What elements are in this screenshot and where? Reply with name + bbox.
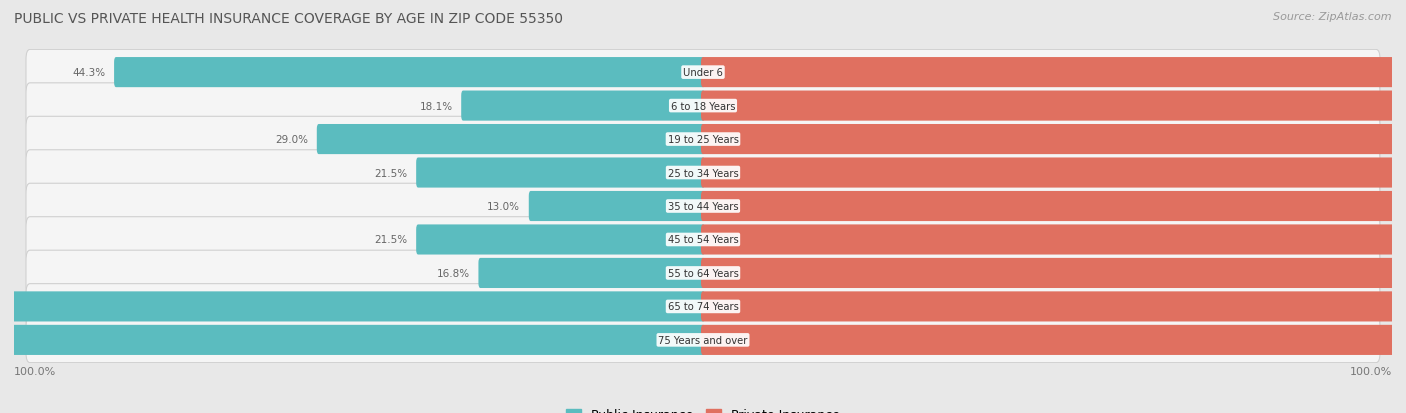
Text: 29.0%: 29.0% bbox=[276, 135, 308, 145]
Text: Under 6: Under 6 bbox=[683, 68, 723, 78]
Text: 45 to 54 Years: 45 to 54 Years bbox=[668, 235, 738, 245]
FancyBboxPatch shape bbox=[461, 91, 704, 121]
FancyBboxPatch shape bbox=[478, 258, 704, 288]
Text: 21.5%: 21.5% bbox=[374, 235, 408, 245]
FancyBboxPatch shape bbox=[529, 192, 704, 221]
FancyBboxPatch shape bbox=[0, 292, 704, 322]
Text: 55 to 64 Years: 55 to 64 Years bbox=[668, 268, 738, 278]
FancyBboxPatch shape bbox=[702, 225, 1406, 255]
FancyBboxPatch shape bbox=[702, 325, 1406, 355]
FancyBboxPatch shape bbox=[114, 58, 704, 88]
Text: 44.3%: 44.3% bbox=[72, 68, 105, 78]
FancyBboxPatch shape bbox=[25, 184, 1381, 229]
FancyBboxPatch shape bbox=[25, 117, 1381, 162]
Text: 19 to 25 Years: 19 to 25 Years bbox=[668, 135, 738, 145]
FancyBboxPatch shape bbox=[25, 284, 1381, 330]
Text: 100.0%: 100.0% bbox=[14, 366, 56, 376]
FancyBboxPatch shape bbox=[25, 251, 1381, 296]
FancyBboxPatch shape bbox=[25, 83, 1381, 129]
FancyBboxPatch shape bbox=[25, 317, 1381, 363]
FancyBboxPatch shape bbox=[316, 125, 704, 155]
Text: 35 to 44 Years: 35 to 44 Years bbox=[668, 202, 738, 211]
FancyBboxPatch shape bbox=[25, 217, 1381, 263]
FancyBboxPatch shape bbox=[416, 225, 704, 255]
FancyBboxPatch shape bbox=[702, 125, 1406, 155]
FancyBboxPatch shape bbox=[702, 258, 1406, 288]
FancyBboxPatch shape bbox=[702, 58, 1406, 88]
Text: 6 to 18 Years: 6 to 18 Years bbox=[671, 101, 735, 112]
Text: 18.1%: 18.1% bbox=[419, 101, 453, 112]
Text: 75 Years and over: 75 Years and over bbox=[658, 335, 748, 345]
FancyBboxPatch shape bbox=[0, 325, 704, 355]
Text: 21.5%: 21.5% bbox=[374, 168, 408, 178]
FancyBboxPatch shape bbox=[702, 158, 1406, 188]
Text: PUBLIC VS PRIVATE HEALTH INSURANCE COVERAGE BY AGE IN ZIP CODE 55350: PUBLIC VS PRIVATE HEALTH INSURANCE COVER… bbox=[14, 12, 562, 26]
FancyBboxPatch shape bbox=[702, 292, 1406, 322]
Text: 16.8%: 16.8% bbox=[437, 268, 470, 278]
FancyBboxPatch shape bbox=[416, 158, 704, 188]
Legend: Public Insurance, Private Insurance: Public Insurance, Private Insurance bbox=[561, 404, 845, 413]
FancyBboxPatch shape bbox=[702, 91, 1406, 121]
FancyBboxPatch shape bbox=[25, 150, 1381, 196]
Text: 25 to 34 Years: 25 to 34 Years bbox=[668, 168, 738, 178]
Text: 100.0%: 100.0% bbox=[1350, 366, 1392, 376]
Text: 65 to 74 Years: 65 to 74 Years bbox=[668, 301, 738, 312]
Text: Source: ZipAtlas.com: Source: ZipAtlas.com bbox=[1274, 12, 1392, 22]
Text: 13.0%: 13.0% bbox=[486, 202, 520, 211]
FancyBboxPatch shape bbox=[25, 50, 1381, 96]
FancyBboxPatch shape bbox=[702, 192, 1406, 221]
